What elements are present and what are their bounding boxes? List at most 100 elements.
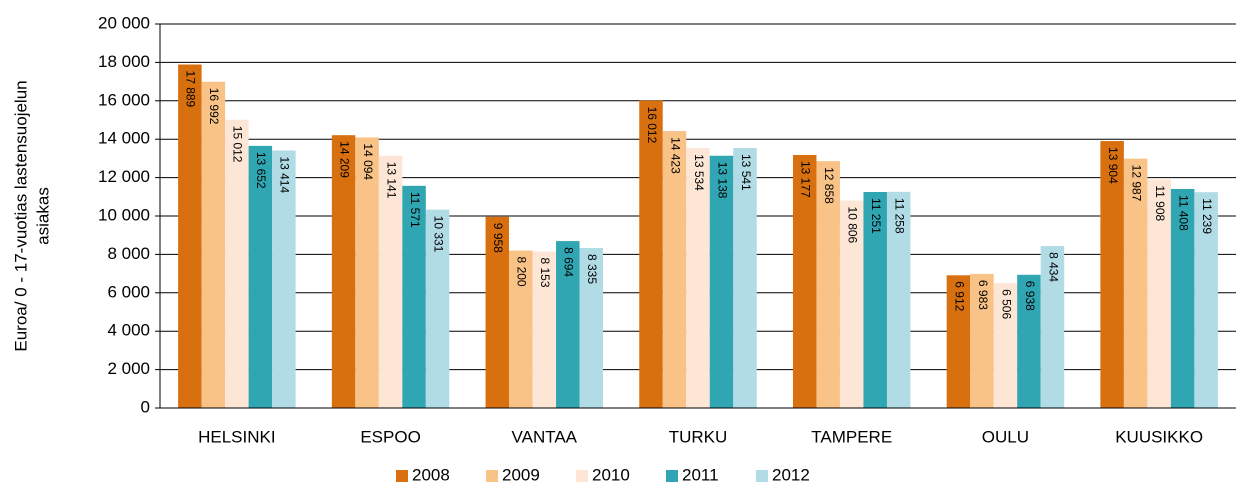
bar [225, 119, 249, 409]
bar [556, 241, 580, 408]
x-tick-label: VANTAA [512, 427, 578, 446]
value-label: 13 534 [692, 154, 706, 191]
value-label: 8 694 [562, 247, 576, 277]
value-label: 16 012 [645, 107, 659, 144]
bar [863, 191, 887, 408]
x-tick-label: HELSINKI [198, 427, 275, 446]
bar [532, 251, 557, 408]
value-label: 8 200 [515, 257, 529, 287]
y-tick-label: 10 000 [98, 205, 150, 224]
value-label: 13 177 [799, 161, 813, 198]
bar [1040, 246, 1065, 408]
value-label: 9 958 [491, 223, 505, 253]
bar [509, 250, 533, 408]
x-tick-label: TURKU [669, 427, 728, 446]
bar [886, 191, 911, 408]
value-label: 11 239 [1200, 198, 1214, 234]
value-label: 16 992 [207, 88, 221, 125]
value-label: 10 806 [846, 207, 860, 244]
legend-label: 2008 [412, 465, 450, 484]
y-tick-label: 2 000 [107, 359, 150, 378]
value-label: 14 209 [337, 141, 351, 178]
bar [1147, 179, 1171, 408]
x-tick-label: KUUSIKKO [1115, 427, 1203, 446]
y-tick-label: 18 000 [98, 52, 150, 71]
value-label: 13 138 [715, 162, 729, 199]
value-label: 14 423 [668, 137, 682, 174]
bar [993, 283, 1018, 408]
legend-swatch [486, 470, 498, 482]
legend-label: 2010 [592, 465, 630, 484]
bar [686, 148, 710, 408]
bar [331, 135, 356, 408]
bar [792, 155, 817, 408]
value-label: 11 571 [408, 192, 422, 228]
legend-swatch [666, 470, 678, 482]
legend-label: 2009 [502, 465, 540, 484]
bar [946, 275, 971, 408]
value-label: 13 141 [384, 162, 398, 199]
bar [355, 137, 379, 408]
bar [816, 161, 840, 408]
value-label: 11 258 [893, 198, 907, 234]
value-label: 17 889 [184, 71, 198, 108]
value-label: 12 987 [1129, 165, 1143, 202]
legend-label: 2012 [772, 465, 810, 484]
x-tick-label: OULU [982, 427, 1029, 446]
bar [201, 81, 226, 408]
y-axis-label: Euroa/ 0 - 17-vuotias lastensuojelun [11, 80, 30, 351]
bar [402, 185, 426, 408]
bar [1017, 274, 1041, 408]
y-tick-label: 14 000 [98, 129, 150, 148]
legend-swatch [576, 470, 588, 482]
bar [272, 150, 296, 408]
value-label: 13 904 [1106, 147, 1120, 184]
y-tick-label: 8 000 [107, 244, 150, 263]
y-tick-label: 0 [141, 397, 150, 416]
bar [1100, 141, 1124, 408]
bar [662, 131, 687, 408]
value-label: 6 938 [1023, 281, 1037, 311]
value-label: 11 251 [869, 198, 883, 234]
bar [1170, 188, 1195, 408]
legend-swatch [756, 470, 768, 482]
bar [639, 100, 663, 408]
value-label: 13 652 [254, 152, 268, 189]
bar [425, 209, 450, 408]
x-tick-label: ESPOO [360, 427, 420, 446]
value-label: 13 414 [278, 156, 292, 193]
value-label: 14 094 [361, 143, 375, 180]
y-tick-label: 16 000 [98, 90, 150, 109]
y-tick-label: 6 000 [107, 282, 150, 301]
x-tick-label: TAMPERE [811, 427, 892, 446]
bar [178, 64, 202, 409]
bar [733, 148, 757, 408]
bar [970, 273, 994, 408]
bar [248, 145, 273, 409]
value-label: 6 912 [952, 281, 966, 311]
value-label: 8 434 [1046, 252, 1060, 282]
value-label: 12 858 [822, 167, 836, 204]
bar [485, 216, 510, 408]
value-label: 13 541 [739, 154, 753, 191]
bar [579, 247, 604, 408]
value-label: 8 153 [538, 257, 552, 287]
legend-label: 2011 [682, 465, 719, 484]
bar [1194, 192, 1218, 408]
value-label: 6 506 [999, 289, 1013, 319]
legend-swatch [396, 470, 408, 482]
value-label: 6 983 [976, 280, 990, 310]
y-tick-label: 4 000 [107, 321, 150, 340]
y-tick-label: 20 000 [98, 13, 150, 32]
value-label: 15 012 [231, 126, 245, 163]
y-axis-label: asiakas [33, 187, 52, 245]
value-label: 8 335 [585, 254, 599, 284]
bar [709, 155, 734, 408]
value-label: 11 908 [1153, 185, 1167, 221]
value-label: 11 408 [1176, 195, 1190, 231]
bar [378, 155, 403, 408]
bar [1123, 158, 1148, 408]
bar [839, 200, 864, 408]
value-label: 10 331 [431, 216, 445, 253]
